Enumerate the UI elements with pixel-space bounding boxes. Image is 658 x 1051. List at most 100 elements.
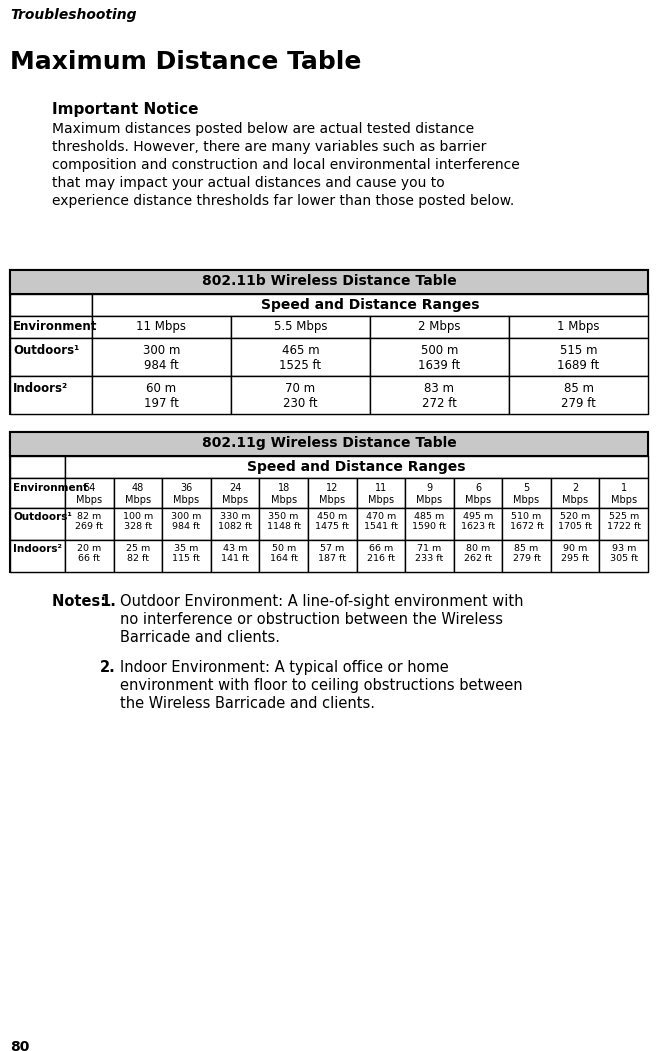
Text: 50 m
164 ft: 50 m 164 ft [270, 544, 297, 563]
Bar [509, 316, 648, 338]
Text: thresholds. However, there are many variables such as barrier: thresholds. However, there are many vari… [52, 140, 486, 154]
Bar [502, 540, 551, 572]
Text: 70 m
230 ft: 70 m 230 ft [283, 382, 318, 410]
Text: 802.11b Wireless Distance Table: 802.11b Wireless Distance Table [201, 274, 457, 288]
Text: no interference or obstruction between the Wireless: no interference or obstruction between t… [120, 612, 503, 627]
Bar [10, 540, 65, 572]
Bar [308, 508, 357, 540]
Text: 80: 80 [10, 1040, 30, 1051]
Text: 18
Mbps: 18 Mbps [270, 483, 297, 504]
Bar [10, 432, 648, 456]
Text: composition and construction and local environmental interference: composition and construction and local e… [52, 158, 520, 172]
Bar [92, 316, 231, 338]
Text: Indoors²: Indoors² [13, 382, 68, 395]
Text: 1.: 1. [100, 594, 116, 609]
Bar [162, 478, 211, 508]
Text: Important Notice: Important Notice [52, 102, 199, 117]
Bar [502, 478, 551, 508]
Bar [65, 478, 114, 508]
Text: Maximum Distance Table: Maximum Distance Table [10, 50, 361, 74]
Text: 6
Mbps: 6 Mbps [465, 483, 491, 504]
Bar [10, 270, 648, 294]
Text: Environment: Environment [13, 320, 97, 333]
Bar [370, 376, 509, 414]
Text: 500 m
1639 ft: 500 m 1639 ft [418, 344, 461, 372]
Text: Indoors²: Indoors² [13, 544, 62, 554]
Bar [551, 478, 599, 508]
Text: the Wireless Barricade and clients.: the Wireless Barricade and clients. [120, 696, 375, 710]
Text: Speed and Distance Ranges: Speed and Distance Ranges [247, 460, 466, 474]
Bar [551, 508, 599, 540]
Bar [65, 456, 648, 478]
Text: Maximum distances posted below are actual tested distance: Maximum distances posted below are actua… [52, 122, 474, 136]
Text: Outdoors¹: Outdoors¹ [13, 512, 72, 522]
Bar [357, 540, 405, 572]
Text: 9
Mbps: 9 Mbps [417, 483, 442, 504]
Bar [370, 338, 509, 376]
Bar [65, 540, 114, 572]
Bar [502, 508, 551, 540]
Bar [114, 540, 162, 572]
Text: environment with floor to ceiling obstructions between: environment with floor to ceiling obstru… [120, 678, 522, 693]
Text: 350 m
1148 ft: 350 m 1148 ft [266, 512, 301, 532]
Text: Troubleshooting: Troubleshooting [10, 8, 136, 22]
Text: 66 m
216 ft: 66 m 216 ft [367, 544, 395, 563]
Text: 5.5 Mbps: 5.5 Mbps [274, 320, 327, 333]
Text: Barricade and clients.: Barricade and clients. [120, 630, 280, 645]
Bar [114, 508, 162, 540]
Bar [259, 478, 308, 508]
Text: 85 m
279 ft: 85 m 279 ft [561, 382, 596, 410]
Bar [10, 508, 65, 540]
Text: 2
Mbps: 2 Mbps [562, 483, 588, 504]
Text: 300 m
984 ft: 300 m 984 ft [143, 344, 180, 372]
Bar [65, 508, 114, 540]
Bar [259, 508, 308, 540]
Text: 24
Mbps: 24 Mbps [222, 483, 248, 504]
Bar [10, 456, 65, 478]
Text: 5
Mbps: 5 Mbps [513, 483, 540, 504]
Text: that may impact your actual distances and cause you to: that may impact your actual distances an… [52, 176, 445, 190]
Bar [10, 316, 92, 338]
Bar [599, 478, 648, 508]
Text: 11
Mbps: 11 Mbps [368, 483, 394, 504]
Text: Indoor Environment: A typical office or home: Indoor Environment: A typical office or … [120, 660, 449, 675]
Bar [453, 508, 502, 540]
Bar [114, 478, 162, 508]
Text: 20 m
66 ft: 20 m 66 ft [77, 544, 101, 563]
Bar [357, 508, 405, 540]
Bar [92, 376, 231, 414]
Text: 520 m
1705 ft: 520 m 1705 ft [558, 512, 592, 532]
Text: 57 m
187 ft: 57 m 187 ft [318, 544, 346, 563]
Bar [308, 478, 357, 508]
Bar [92, 294, 648, 316]
Text: 802.11g Wireless Distance Table: 802.11g Wireless Distance Table [201, 436, 457, 450]
Text: 25 m
82 ft: 25 m 82 ft [126, 544, 150, 563]
Bar [551, 540, 599, 572]
Bar [259, 540, 308, 572]
Text: 60 m
197 ft: 60 m 197 ft [144, 382, 179, 410]
Text: 300 m
984 ft: 300 m 984 ft [171, 512, 201, 532]
Text: 465 m
1525 ft: 465 m 1525 ft [280, 344, 322, 372]
Text: 82 m
269 ft: 82 m 269 ft [75, 512, 103, 532]
Text: Environment: Environment [13, 483, 88, 493]
Text: 93 m
305 ft: 93 m 305 ft [610, 544, 638, 563]
Bar [162, 540, 211, 572]
Bar [231, 376, 370, 414]
Text: 83 m
272 ft: 83 m 272 ft [422, 382, 457, 410]
Bar [509, 338, 648, 376]
Bar [10, 478, 65, 508]
Text: 48
Mbps: 48 Mbps [125, 483, 151, 504]
Text: 2.: 2. [100, 660, 116, 675]
Text: 1
Mbps: 1 Mbps [611, 483, 637, 504]
Text: 100 m
328 ft: 100 m 328 ft [123, 512, 153, 532]
Text: 35 m
115 ft: 35 m 115 ft [172, 544, 201, 563]
Bar [211, 540, 259, 572]
Bar [92, 338, 231, 376]
Text: Speed and Distance Ranges: Speed and Distance Ranges [261, 298, 479, 312]
Text: 485 m
1590 ft: 485 m 1590 ft [413, 512, 446, 532]
Bar [231, 338, 370, 376]
Bar [509, 376, 648, 414]
Text: experience distance thresholds far lower than those posted below.: experience distance thresholds far lower… [52, 194, 515, 208]
Text: 510 m
1672 ft: 510 m 1672 ft [509, 512, 544, 532]
Text: 12
Mbps: 12 Mbps [319, 483, 345, 504]
